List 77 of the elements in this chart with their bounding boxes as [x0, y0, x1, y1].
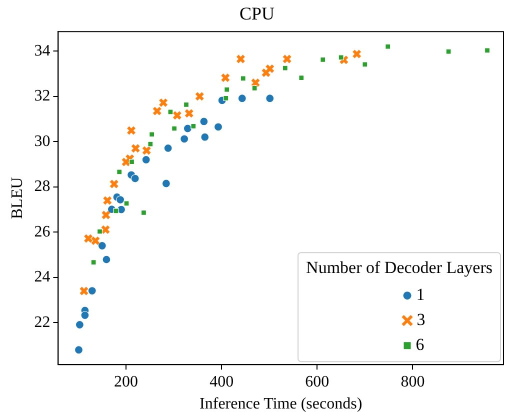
point — [130, 174, 140, 183]
point — [252, 85, 258, 91]
y-tick-label: 22 — [34, 314, 50, 331]
point — [220, 73, 230, 82]
point — [130, 144, 140, 154]
point — [109, 179, 119, 189]
point — [102, 255, 111, 264]
point — [116, 169, 122, 175]
y-tick-label: 32 — [34, 88, 50, 105]
point — [88, 286, 96, 296]
point — [129, 158, 135, 165]
point — [162, 179, 170, 188]
point — [224, 86, 230, 92]
point — [126, 126, 136, 136]
y-tick-label: 26 — [34, 223, 50, 240]
point — [200, 132, 210, 142]
x-tick-label: 600 — [305, 373, 330, 390]
chart-title: CPU — [239, 4, 275, 24]
x-axis-title: Inference Time (seconds) — [200, 396, 362, 413]
point — [125, 154, 135, 164]
point — [338, 54, 344, 60]
point — [484, 48, 490, 54]
point — [200, 117, 208, 126]
point — [339, 55, 349, 65]
legend-title: Number of Decoder Layers — [306, 258, 493, 278]
point — [142, 146, 152, 156]
point — [152, 106, 162, 116]
point — [98, 241, 106, 250]
point — [266, 94, 274, 103]
point — [121, 157, 131, 167]
point — [183, 124, 192, 133]
point — [282, 54, 292, 64]
point — [148, 141, 154, 147]
point — [265, 64, 275, 74]
point — [79, 286, 89, 296]
point — [184, 108, 194, 118]
point — [124, 200, 130, 206]
point — [238, 94, 246, 103]
point — [250, 78, 260, 88]
point — [385, 44, 391, 50]
point — [223, 95, 229, 101]
y-tick-label: 28 — [34, 178, 50, 196]
y-tick-label: 24 — [34, 268, 50, 286]
point — [446, 48, 452, 54]
point — [116, 196, 125, 204]
point — [261, 68, 271, 78]
point — [180, 134, 189, 144]
point — [80, 310, 90, 320]
legend-label: 3 — [416, 310, 426, 330]
point — [236, 54, 246, 64]
point — [142, 155, 150, 164]
x-tick-label: 800 — [400, 373, 425, 390]
point — [84, 234, 93, 244]
y-tick-label: 34 — [34, 42, 50, 60]
point — [100, 225, 110, 234]
x-tick-label: 200 — [114, 373, 138, 390]
legend-label: 6 — [416, 335, 424, 354]
point — [75, 320, 84, 330]
point — [194, 92, 204, 102]
point — [172, 110, 182, 120]
point — [352, 49, 362, 59]
point — [214, 122, 223, 132]
point — [168, 109, 174, 115]
point — [362, 62, 368, 68]
point — [164, 144, 172, 152]
point — [90, 236, 100, 246]
y-tick-label: 30 — [34, 132, 50, 150]
point — [101, 210, 111, 220]
y-axis-title: BLEU — [8, 176, 26, 219]
x-tick-label: 400 — [210, 373, 234, 390]
point — [74, 346, 84, 354]
point — [240, 76, 246, 82]
point — [113, 208, 119, 214]
point — [158, 98, 168, 108]
point — [282, 65, 288, 71]
point — [102, 196, 112, 206]
legend-label: 1 — [416, 285, 425, 304]
